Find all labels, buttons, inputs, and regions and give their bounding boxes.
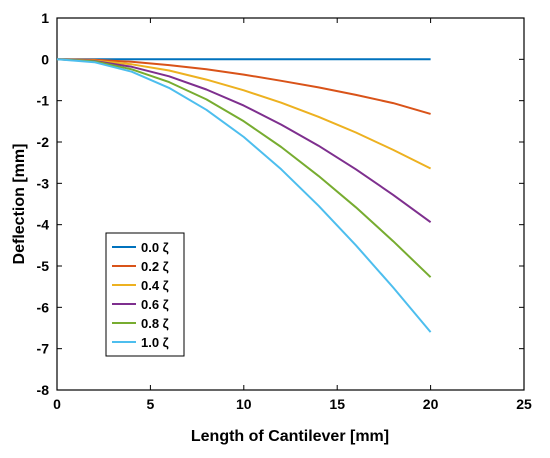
y-tick-label: -6 [37, 299, 50, 315]
legend-entry-label: 0.2 ζ [141, 259, 169, 274]
legend-entry-label: 0.4 ζ [141, 278, 169, 293]
x-tick-label: 25 [516, 396, 532, 412]
y-tick-label: -2 [37, 134, 50, 150]
series-line [56, 58, 432, 170]
series-line [56, 58, 432, 333]
y-tick-label: -7 [37, 341, 50, 357]
x-tick-label: 20 [423, 396, 439, 412]
legend-entry-label: 0.0 ζ [141, 240, 169, 255]
y-tick-label: -3 [37, 175, 50, 191]
legend-entry-label: 0.8 ζ [141, 316, 169, 331]
series-lines [56, 58, 432, 333]
series-line [56, 58, 432, 278]
x-tick-label: 0 [53, 396, 61, 412]
x-axis-ticks: 0 5 10 15 20 25 [53, 18, 532, 412]
x-tick-label: 15 [329, 396, 345, 412]
y-tick-label: 0 [41, 51, 49, 67]
y-tick-label: -5 [37, 258, 50, 274]
y-tick-label: -8 [37, 382, 50, 398]
series-line [56, 58, 432, 224]
legend-entry-label: 1.0 ζ [141, 335, 169, 350]
series-line [56, 58, 431, 115]
y-axis-ticks: 1 0 -1 -2 -3 -4 -5 -6 -7 -8 [37, 10, 524, 398]
legend: 0.0 ζ 0.2 ζ 0.4 ζ 0.6 ζ 0.8 ζ 1.0 ζ [105, 232, 185, 357]
legend-entry-label: 0.6 ζ [141, 297, 169, 312]
x-tick-label: 5 [147, 396, 155, 412]
y-axis-label: Deflection [mm] [11, 144, 28, 265]
x-tick-label: 10 [236, 396, 252, 412]
y-tick-label: -4 [37, 217, 50, 233]
y-tick-label: 1 [41, 10, 49, 26]
x-axis-label: Length of Cantilever [mm] [191, 428, 389, 445]
legend-box [105, 232, 185, 357]
y-tick-label: -1 [37, 93, 50, 109]
